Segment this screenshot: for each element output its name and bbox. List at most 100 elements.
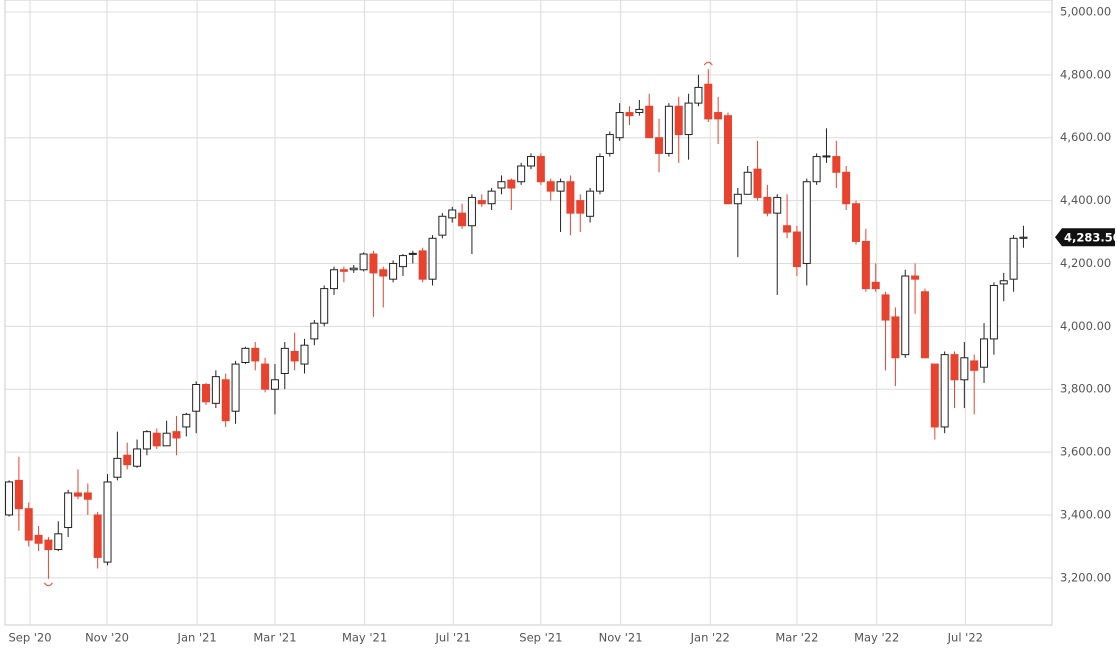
candle-body [64,492,73,529]
candle-body [556,181,565,192]
candle-body [389,262,398,280]
candle-body [270,379,279,390]
candle-body [477,200,486,205]
candle-body [527,156,536,167]
candle-body [280,347,289,374]
candle-body [458,212,467,227]
candle-body [832,156,841,173]
candle-body [142,431,151,450]
candle-body [930,363,939,428]
candle-body [999,280,1008,285]
high-marker [703,61,713,66]
candle-body [241,347,250,363]
candle-body [536,156,545,183]
candle-body [792,231,801,268]
candle-body [852,203,861,242]
candle-body [123,454,132,466]
candle-body [487,190,496,205]
x-tick-label: Jul '22 [947,631,983,645]
candle-body [261,363,270,390]
candle-body [320,288,329,324]
candle-body [783,225,792,233]
candle-body [704,83,713,120]
candle-body [595,156,604,192]
y-tick-label: 3,400.00 [1060,507,1111,521]
x-tick-label: Sep '21 [519,631,562,645]
y-tick-label: 3,800.00 [1060,382,1111,396]
candle-body [970,360,979,371]
candle-body [73,492,82,497]
candle-body [467,196,476,227]
candle-body [940,354,949,428]
y-tick-label: 4,600.00 [1060,130,1111,144]
candle-body [842,171,851,205]
candle-body [339,269,348,272]
candle-body [586,190,595,217]
candle-body [349,267,358,271]
candle-body [83,492,92,500]
candle-body [635,108,644,114]
candle-body [920,291,929,359]
candle-body [251,347,260,362]
x-tick-label: Sep '20 [8,631,51,645]
candle-body [546,181,555,192]
candle-body [330,269,339,290]
candle-body [133,448,142,467]
y-tick-label: 3,200.00 [1060,570,1111,584]
x-tick-label: Jan '22 [690,631,730,645]
y-tick-label: 4,800.00 [1060,67,1111,81]
candle-body [517,165,526,183]
last-price-label: 4,283.50 [1064,231,1117,245]
candle-body [901,275,910,356]
candle-body [645,105,654,139]
candle-body [1019,236,1028,239]
candle-body [231,363,240,412]
candle-body [655,137,664,154]
candle-body [428,237,437,280]
candle-body [5,481,14,516]
candle-body [103,481,112,563]
candle-body [192,383,201,412]
candle-body [773,196,782,214]
candle-body [664,105,673,154]
candle-body [871,281,880,290]
y-tick-label: 4,000.00 [1060,319,1111,333]
candle-body [34,534,43,544]
candle-body [743,171,752,195]
x-tick-label: Mar '22 [775,631,818,645]
candle-body [54,533,63,551]
candle-body [221,379,230,422]
x-tick-label: May '21 [342,631,387,645]
candle-body [576,200,585,214]
candle-body [113,457,122,478]
candle-body [14,479,23,510]
y-tick-label: 4,200.00 [1060,256,1111,270]
candle-body [1009,237,1018,280]
candle-body [861,240,870,290]
candle-body [408,252,417,255]
candle-body [369,253,378,274]
candle-body [714,112,723,120]
candle-body [989,284,998,340]
plot-area [4,0,1053,626]
x-tick-label: May '22 [854,631,899,645]
candle-body [615,112,624,139]
candle-body [812,156,821,183]
last-price-tag [1055,228,1115,247]
candle-body [960,357,969,381]
x-tick-label: Mar '21 [253,631,296,645]
candle-body [152,432,161,447]
y-tick-label: 5,000.00 [1060,4,1111,18]
candle-body [24,508,33,541]
candle-body [891,316,900,359]
candle-body [763,196,772,214]
candle-body [684,102,693,136]
candle-body [93,514,102,558]
candle-body [566,181,575,214]
candle-body [300,344,309,365]
low-marker [44,582,53,587]
candle-body [497,181,506,189]
x-tick-label: Nov '20 [85,631,129,645]
candle-body [507,179,516,189]
